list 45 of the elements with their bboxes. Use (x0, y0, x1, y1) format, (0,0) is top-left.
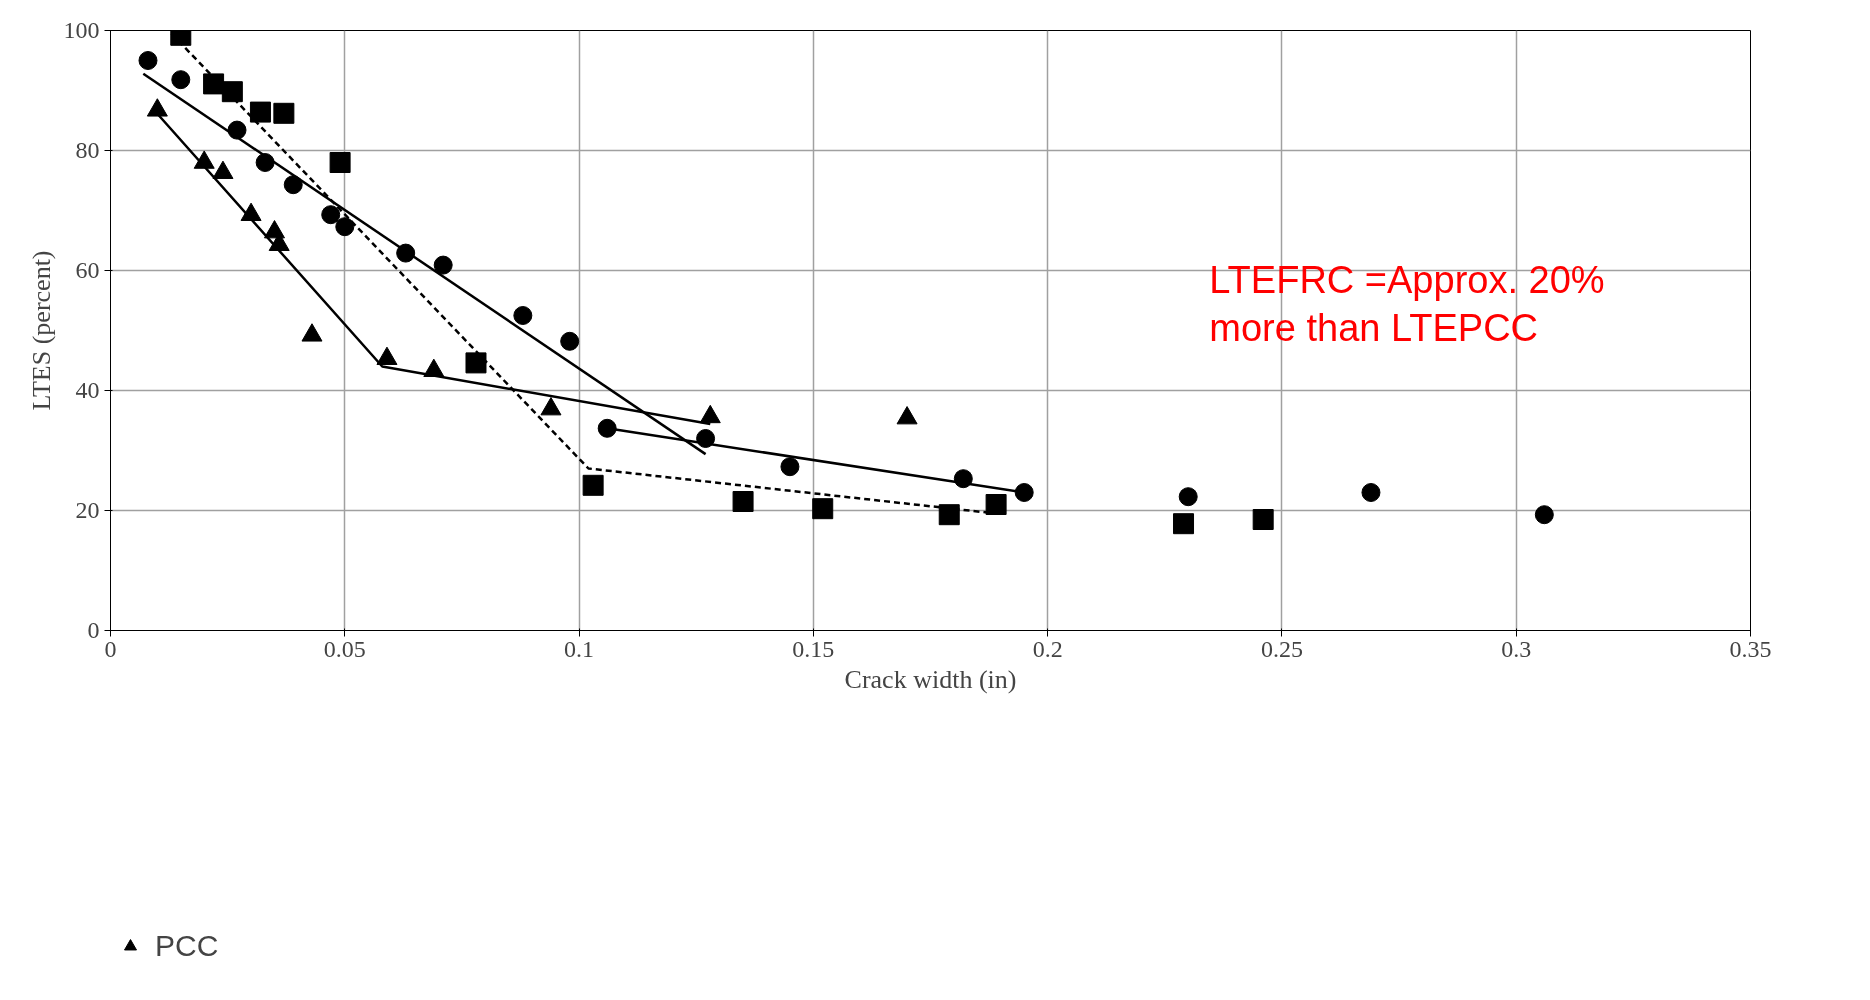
x-tick-label: 0.05 (323, 635, 366, 662)
point (249, 101, 271, 123)
y-tick-label: 80 (75, 137, 100, 163)
point (138, 51, 158, 70)
y-tick-label: 0 (87, 617, 100, 643)
y-tick-label: 20 (75, 497, 100, 523)
point (221, 81, 243, 103)
point (938, 504, 960, 526)
point (1178, 487, 1198, 507)
x-tick-label: 0.15 (792, 635, 835, 662)
legend-label: PCC (155, 929, 219, 963)
point (335, 217, 355, 237)
point (433, 255, 453, 275)
point (283, 175, 303, 195)
point (1534, 505, 1554, 525)
y-tick-label: 100 (63, 17, 100, 43)
point (273, 102, 295, 124)
x-tick-label: 0 (104, 635, 117, 662)
point (1173, 513, 1195, 535)
annotation: LTEFRC =Approx. 20% more than LTEPCC (1209, 258, 1605, 349)
point (321, 205, 341, 225)
y-tick-label: 60 (75, 257, 100, 283)
point (582, 474, 604, 496)
point (985, 494, 1007, 515)
point (465, 352, 487, 374)
x-tick-label: 0.3 (1501, 635, 1532, 662)
x-tick-label: 0.2 (1032, 635, 1063, 662)
point (1361, 483, 1381, 502)
point (171, 70, 191, 90)
y-tick-label: 40 (75, 377, 100, 403)
point (597, 418, 617, 438)
point (732, 491, 754, 512)
point (1014, 483, 1034, 502)
point (560, 331, 580, 351)
point (812, 498, 834, 520)
point (329, 152, 351, 173)
point (1252, 509, 1274, 530)
x-tick-label: 0.1 (564, 635, 595, 662)
x-axis-title: Crack width (in) (844, 664, 1017, 694)
point (513, 306, 533, 325)
point (203, 73, 225, 95)
y-axis-title: LTES (percent) (26, 250, 56, 411)
x-tick-label: 0.35 (1729, 635, 1772, 662)
point (780, 457, 800, 477)
x-tick-label: 0.25 (1260, 635, 1303, 662)
